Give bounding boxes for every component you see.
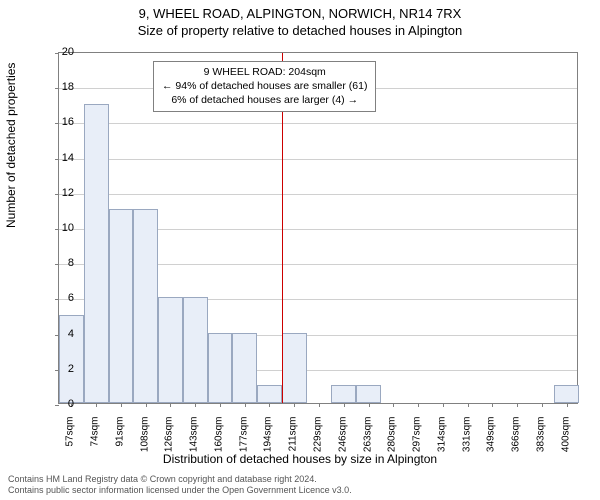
xtick-label: 246sqm	[337, 417, 348, 457]
xtick-label: 263sqm	[362, 417, 373, 457]
xtick-label: 126sqm	[164, 417, 175, 457]
chart-title: 9, WHEEL ROAD, ALPINGTON, NORWICH, NR14 …	[0, 0, 600, 21]
gridline	[59, 159, 577, 160]
xtick-label: 314sqm	[436, 417, 447, 457]
gridline	[59, 123, 577, 124]
ytick-label: 18	[24, 81, 74, 93]
xtick-label: 74sqm	[90, 417, 101, 457]
histogram-bar	[133, 209, 158, 403]
xtick-label: 194sqm	[263, 417, 274, 457]
chart-plot-area: 9 WHEEL ROAD: 204sqm← 94% of detached ho…	[58, 52, 578, 404]
xtick-label: 143sqm	[189, 417, 200, 457]
footer-attribution: Contains HM Land Registry data © Crown c…	[8, 474, 352, 497]
xtick-label: 57sqm	[65, 417, 76, 457]
xtick-label: 211sqm	[288, 417, 299, 457]
xtick-label: 91sqm	[114, 417, 125, 457]
histogram-bar	[84, 104, 109, 403]
ytick-label: 14	[24, 152, 74, 164]
xtick-mark	[492, 403, 493, 407]
xtick-mark	[369, 403, 370, 407]
histogram-bar	[331, 385, 356, 403]
xtick-label: 366sqm	[511, 417, 522, 457]
xtick-label: 383sqm	[535, 417, 546, 457]
xtick-mark	[195, 403, 196, 407]
xtick-mark	[269, 403, 270, 407]
xtick-mark	[542, 403, 543, 407]
histogram-bar	[109, 209, 134, 403]
histogram-bar	[183, 297, 208, 403]
xtick-label: 177sqm	[238, 417, 249, 457]
xtick-mark	[443, 403, 444, 407]
histogram-bar	[257, 385, 282, 403]
xtick-label: 297sqm	[412, 417, 423, 457]
xtick-mark	[393, 403, 394, 407]
ytick-label: 10	[24, 222, 74, 234]
histogram-bar	[282, 333, 307, 403]
histogram-bar	[158, 297, 183, 403]
annotation-line3: 6% of detached houses are larger (4) →	[162, 93, 367, 107]
xtick-mark	[121, 403, 122, 407]
histogram-bar	[356, 385, 381, 403]
xtick-mark	[468, 403, 469, 407]
xtick-label: 160sqm	[213, 417, 224, 457]
xtick-label: 229sqm	[313, 417, 324, 457]
footer-line2: Contains public sector information licen…	[8, 485, 352, 496]
ytick-label: 0	[24, 398, 74, 410]
xtick-mark	[220, 403, 221, 407]
ytick-label: 12	[24, 187, 74, 199]
y-axis-label: Number of detached properties	[4, 63, 18, 228]
histogram-bar	[232, 333, 257, 403]
xtick-mark	[245, 403, 246, 407]
xtick-mark	[146, 403, 147, 407]
ytick-label: 2	[24, 363, 74, 375]
xtick-label: 349sqm	[486, 417, 497, 457]
xtick-mark	[517, 403, 518, 407]
histogram-bar	[554, 385, 579, 403]
xtick-label: 108sqm	[139, 417, 150, 457]
xtick-mark	[344, 403, 345, 407]
annotation-line1: 9 WHEEL ROAD: 204sqm	[162, 65, 367, 79]
xtick-mark	[418, 403, 419, 407]
gridline	[59, 194, 577, 195]
xtick-label: 280sqm	[387, 417, 398, 457]
annotation-box: 9 WHEEL ROAD: 204sqm← 94% of detached ho…	[153, 61, 376, 112]
histogram-bar	[208, 333, 233, 403]
annotation-line2: ← 94% of detached houses are smaller (61…	[162, 79, 367, 93]
xtick-label: 331sqm	[461, 417, 472, 457]
ytick-label: 8	[24, 257, 74, 269]
xtick-mark	[170, 403, 171, 407]
chart-subtitle: Size of property relative to detached ho…	[0, 21, 600, 38]
ytick-label: 20	[24, 46, 74, 58]
xtick-mark	[319, 403, 320, 407]
footer-line1: Contains HM Land Registry data © Crown c…	[8, 474, 352, 485]
ytick-label: 16	[24, 116, 74, 128]
xtick-label: 400sqm	[560, 417, 571, 457]
xtick-mark	[96, 403, 97, 407]
xtick-mark	[294, 403, 295, 407]
xtick-mark	[567, 403, 568, 407]
ytick-label: 4	[24, 328, 74, 340]
ytick-label: 6	[24, 292, 74, 304]
